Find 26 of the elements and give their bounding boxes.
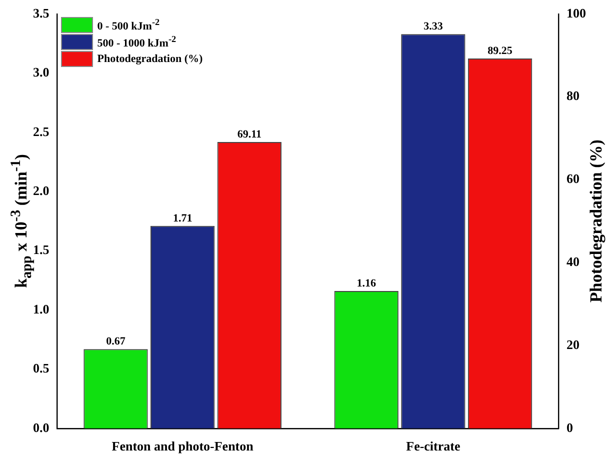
data-label: 1.16 — [356, 277, 376, 290]
x-tick-label: Fe-citrate — [406, 438, 460, 454]
data-label: 0.67 — [106, 335, 126, 348]
data-label: 3.33 — [424, 20, 444, 32]
y-tick-label: 1.5 — [33, 242, 50, 258]
y2-tick-label: 40 — [566, 254, 580, 269]
y-tick-label: 3.0 — [33, 64, 50, 80]
legend-label: 500 - 1000 kJm$^{-2}$ — [97, 34, 176, 50]
y2-tick-label: 60 — [566, 171, 580, 186]
x-tick-label: Fenton and photo-Fenton — [112, 438, 254, 454]
data-label: 69.11 — [237, 128, 262, 140]
y-tick-label: 0.0 — [33, 420, 50, 435]
y-tick-label: 2.0 — [33, 182, 50, 198]
data-label: 89.25 — [488, 44, 513, 57]
data-label: 1.71 — [172, 212, 192, 224]
y2-tick-label: 100 — [566, 5, 586, 20]
y2-tick-label: 80 — [566, 88, 580, 104]
y2-tick-label: 20 — [566, 336, 580, 352]
legend-label: Photodegradation (%) — [97, 52, 203, 64]
y-tick-label: 2.5 — [33, 124, 50, 139]
y-tick-label: 1.0 — [33, 301, 50, 316]
y-tick-label: 3.5 — [33, 5, 50, 20]
y-tick-label: 0.5 — [33, 360, 50, 376]
legend-label: 0 - 500 kJm$^{-2}$ — [97, 16, 160, 32]
y2-tick-label: 0 — [566, 420, 573, 435]
y2-axis-title: Photodegradation (%) — [586, 140, 606, 303]
